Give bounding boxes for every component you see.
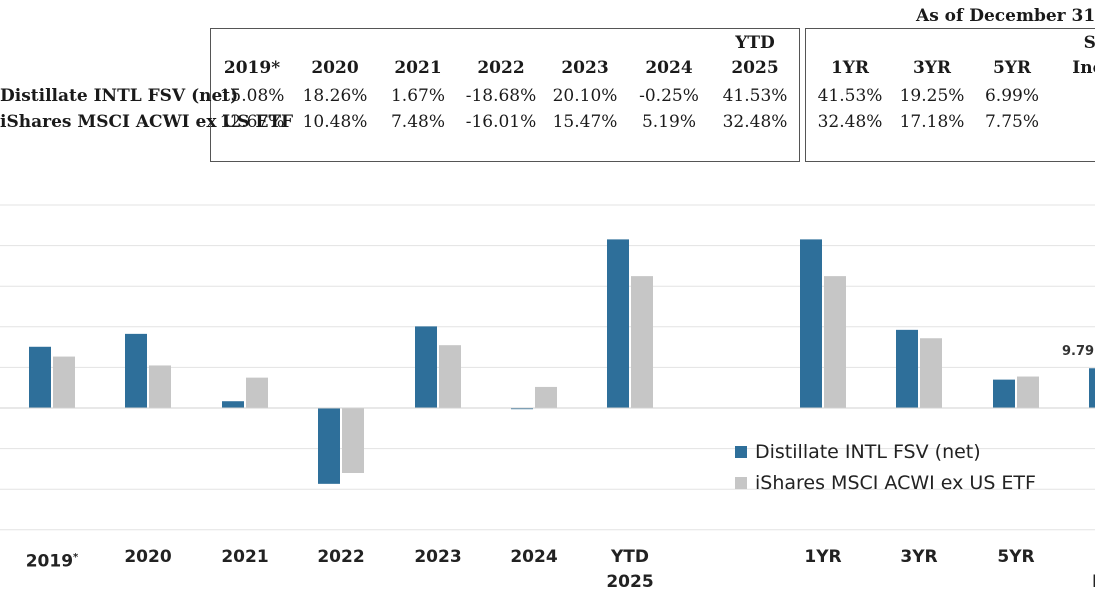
table-cell: 20.10% — [552, 86, 618, 106]
legend-swatch-ishares — [735, 476, 747, 489]
x-tick-label: SInce — [1092, 545, 1095, 595]
bar-distillate — [125, 333, 147, 408]
table-col-header: 1YR — [830, 58, 870, 78]
x-tick-label: 2022 — [317, 547, 365, 567]
calendar-returns-table-box — [210, 28, 800, 162]
chart-legend: Distillate INTL FSV (net) iShares MSCI A… — [735, 436, 1036, 498]
table-cell: 1.67% — [390, 86, 446, 106]
table-cell: -16.01% — [465, 112, 537, 132]
table-cell: 15.47% — [552, 112, 618, 132]
x-tick-label: 3YR — [900, 547, 938, 567]
bar-ishares — [439, 345, 461, 408]
bar-distillate — [800, 239, 822, 408]
table-cell: 12.67% — [219, 112, 285, 132]
table-cell: 15.08% — [219, 86, 285, 106]
bars — [29, 239, 1095, 484]
bar-ishares — [920, 338, 942, 408]
bar-ishares — [535, 386, 557, 408]
bar-ishares — [149, 365, 171, 408]
table-cell: 19.25% — [899, 86, 965, 106]
table-cell: 7.75% — [984, 112, 1040, 132]
x-tick-label: 2020 — [124, 547, 172, 567]
table-col-header: 2024 — [645, 58, 693, 78]
x-tick-label: YTD 2025 — [606, 547, 654, 592]
table-cell: 32.48% — [817, 112, 883, 132]
legend-item-distillate: Distillate INTL FSV (net) — [735, 436, 1036, 467]
bar-ishares — [53, 356, 75, 408]
table-col-header: 3YR — [912, 58, 952, 78]
table-cell: 5.19% — [641, 112, 697, 132]
x-tick-label: 2024 — [510, 547, 558, 567]
table-cell: 10.48% — [302, 112, 368, 132]
table-col-header: 5YR — [992, 58, 1032, 78]
bar-distillate — [222, 401, 244, 408]
table-col-header: SiInce — [1072, 33, 1095, 78]
x-tick-label: 2021 — [221, 547, 269, 567]
table-col-header: 2020 — [311, 58, 359, 78]
bar-distillate — [1089, 368, 1095, 408]
x-tick-label: 1YR — [804, 547, 842, 567]
bar-distillate — [29, 346, 51, 408]
table-col-header: 2023 — [561, 58, 609, 78]
legend-item-ishares: iShares MSCI ACWI ex US ETF — [735, 467, 1036, 498]
bar-ishares — [246, 377, 268, 408]
bar-distillate — [415, 326, 437, 408]
bar-distillate — [318, 408, 340, 484]
period-returns-table-box — [805, 28, 1095, 162]
table-col-header: 2019* — [223, 58, 281, 78]
table-cell: 32.48% — [722, 112, 788, 132]
bar-ishares — [824, 276, 846, 408]
bar-distillate — [511, 408, 533, 410]
table-cell: -0.25% — [639, 86, 699, 106]
legend-label-distillate: Distillate INTL FSV (net) — [755, 440, 981, 463]
table-cell: 17.18% — [899, 112, 965, 132]
table-col-header: 2022 — [477, 58, 525, 78]
bar-ishares — [342, 408, 364, 474]
x-tick-label: 2019* — [25, 551, 79, 572]
table-cell: 6.99% — [984, 86, 1040, 106]
bar-distillate — [993, 379, 1015, 408]
bar-distillate — [896, 329, 918, 408]
table-cell: 41.53% — [817, 86, 883, 106]
legend-label-ishares: iShares MSCI ACWI ex US ETF — [755, 471, 1036, 494]
table-col-header: 2021 — [394, 58, 442, 78]
bar-distillate — [607, 239, 629, 408]
bar-ishares — [1017, 376, 1039, 408]
table-cell: -18.68% — [465, 86, 537, 106]
data-label-since-inception: 9.79 — [1062, 344, 1095, 360]
table-col-header: YTD 2025 — [731, 33, 779, 78]
table-cell: 7.48% — [390, 112, 446, 132]
legend-swatch-distillate — [735, 445, 747, 458]
table-cell: 18.26% — [302, 86, 368, 106]
x-tick-label: 2023 — [414, 547, 462, 567]
table-row-label: Distillate INTL FSV (net) — [0, 86, 239, 106]
bar-ishares — [631, 276, 653, 408]
table-cell: 41.53% — [722, 86, 788, 106]
as-of-date: As of December 31 — [916, 6, 1095, 26]
x-tick-label: 5YR — [997, 547, 1035, 567]
